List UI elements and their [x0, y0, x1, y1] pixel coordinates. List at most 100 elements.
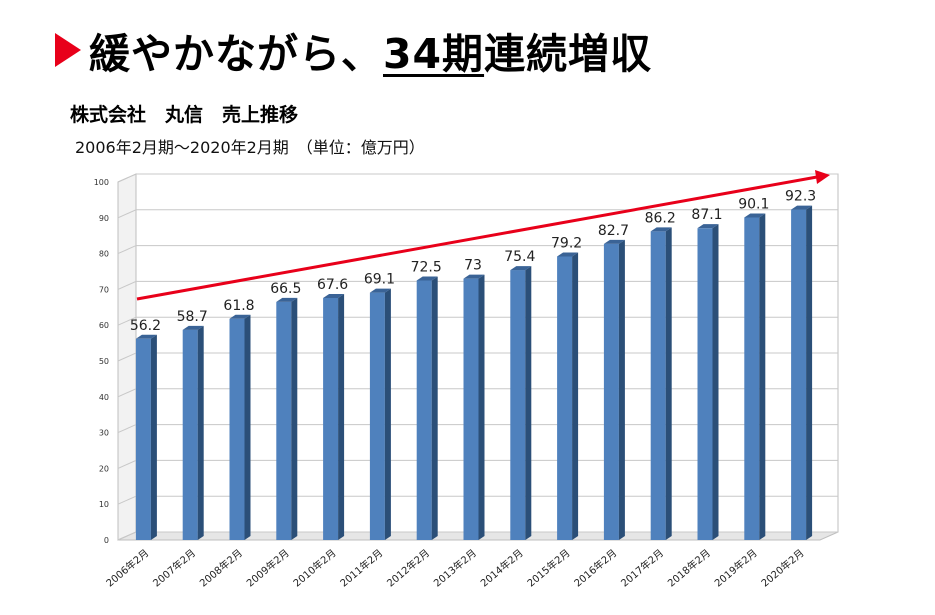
bar-side	[431, 276, 438, 540]
bar-top	[369, 288, 391, 293]
bar-side	[525, 266, 532, 540]
title-tail: 連続増収	[484, 30, 653, 78]
bar-side	[665, 227, 672, 541]
bar-front	[463, 278, 479, 540]
data-label: 79.2	[551, 235, 582, 251]
trend-arrow	[136, 170, 830, 301]
bar	[323, 293, 345, 540]
x-tick-label: 2020年2月	[758, 546, 806, 589]
x-tick-label: 2011年2月	[337, 546, 385, 589]
y-tick-label: 100	[94, 178, 109, 187]
bar	[791, 205, 813, 541]
data-label: 69.1	[364, 272, 395, 288]
chart-value-labels: 56.2 58.7 61.8 66.5 67.6 69.1 72.5 73 75.4 79.2 82…	[130, 189, 816, 334]
x-tick-label: 2009年2月	[244, 546, 292, 589]
data-label: 92.3	[785, 189, 816, 205]
bar-front	[697, 228, 713, 540]
data-label: 75.4	[504, 249, 535, 265]
bar-side	[806, 205, 813, 541]
bar-side	[244, 314, 251, 540]
bar	[603, 239, 625, 540]
y-tick-label: 10	[99, 500, 109, 509]
x-tick-label: 2017年2月	[618, 546, 666, 589]
bar-front	[557, 256, 573, 540]
gridline	[117, 173, 838, 183]
headline: 緩やかながら、34期連続増収	[55, 20, 652, 80]
bar	[416, 276, 438, 540]
y-tick-label: 50	[99, 357, 109, 366]
gridline	[117, 209, 838, 219]
bar-side	[338, 293, 345, 540]
bar	[650, 227, 672, 541]
x-tick-label: 2018年2月	[665, 546, 713, 589]
data-label: 87.1	[691, 207, 722, 223]
bar	[744, 213, 766, 540]
bar-side	[572, 252, 579, 541]
bar-front	[135, 338, 151, 540]
bar-top	[416, 276, 438, 281]
bar-side	[759, 213, 766, 540]
y-tick-label: 90	[99, 214, 109, 223]
trend-arrow-head-icon	[815, 170, 830, 184]
y-tick-label: 70	[99, 285, 109, 294]
x-tick-label: 2006年2月	[103, 546, 151, 589]
x-axis-ticks: 2006年2月 2007年2月 2008年2月 2009年2月 2010年2月 2011年…	[103, 546, 806, 589]
bar-top	[744, 213, 766, 218]
bar-front	[416, 280, 432, 540]
x-tick-label: 2019年2月	[712, 546, 760, 589]
period-unit-label: 2006年2月期～2020年2月期 （単位：億万円）	[75, 138, 425, 157]
bar	[369, 288, 391, 540]
bar-front	[744, 217, 760, 540]
bar	[463, 274, 485, 540]
bar-top	[229, 314, 251, 319]
data-label: 58.7	[177, 309, 208, 325]
data-label: 56.2	[130, 318, 161, 334]
bar-side	[291, 297, 298, 540]
x-tick-label: 2014年2月	[478, 546, 526, 589]
y-tick-label: 20	[99, 464, 109, 473]
bar-side	[618, 239, 625, 540]
y-tick-label: 80	[99, 250, 109, 259]
bar-top	[697, 224, 719, 229]
bar-side	[712, 224, 719, 540]
x-tick-label: 2008年2月	[197, 546, 245, 589]
data-label: 66.5	[270, 281, 301, 297]
bar-top	[603, 239, 625, 244]
x-tick-label: 2015年2月	[524, 546, 572, 589]
company-title: 株式会社 丸信 売上推移	[70, 104, 299, 126]
bar-side	[150, 334, 157, 540]
bar-top	[135, 334, 157, 339]
bar-top	[182, 325, 204, 330]
y-tick-label: 40	[99, 393, 109, 402]
bar-top	[323, 293, 345, 298]
x-tick-label: 2007年2月	[150, 546, 198, 589]
data-label: 86.2	[645, 210, 676, 226]
data-label: 73	[464, 258, 482, 274]
chart-bars	[135, 205, 813, 541]
bar-side	[197, 325, 204, 540]
bar-side	[478, 274, 485, 540]
trend-arrow-line	[136, 175, 818, 301]
data-label: 82.7	[598, 223, 629, 239]
bar	[697, 224, 719, 540]
bar-side	[384, 288, 391, 540]
bar-top	[791, 205, 813, 210]
bar	[510, 266, 532, 540]
bar-front	[650, 231, 666, 541]
red-triangle-bullet-icon	[55, 33, 81, 67]
bar-front	[323, 297, 339, 540]
data-label: 90.1	[738, 196, 769, 212]
bar	[229, 314, 251, 540]
x-tick-label: 2010年2月	[290, 546, 338, 589]
title-main: 緩やかながら、	[89, 30, 383, 78]
page-title: 緩やかながら、34期連続増収	[89, 20, 652, 80]
bar-top	[276, 297, 298, 302]
bar-top	[510, 266, 532, 271]
bar-top	[650, 227, 672, 232]
data-label: 67.6	[317, 277, 348, 293]
bar-front	[603, 243, 619, 540]
x-tick-label: 2016年2月	[571, 546, 619, 589]
bar-front	[276, 301, 292, 540]
bar	[182, 325, 204, 540]
